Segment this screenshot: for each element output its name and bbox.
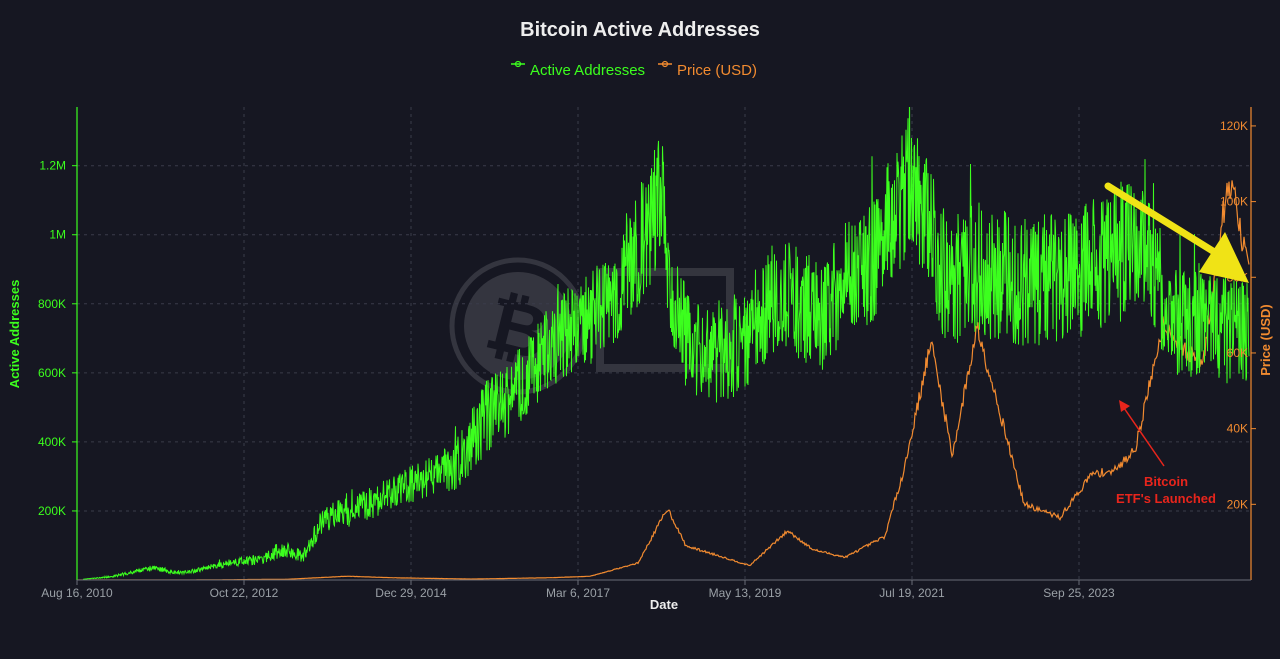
series-line-price <box>77 180 1250 580</box>
y-right-tick-label: 20K <box>1227 497 1248 511</box>
y-left-tick-label: 600K <box>38 366 66 380</box>
x-tick-label: Sep 25, 2023 <box>1043 586 1115 600</box>
series-line-active-addresses <box>82 107 1250 580</box>
etf-arrow-head-icon <box>1119 400 1130 412</box>
y-left-tick-label: 400K <box>38 435 66 449</box>
y-right-tick-label: 120K <box>1220 119 1248 133</box>
x-tick-label: Mar 6, 2017 <box>546 586 610 600</box>
etf-annotation-line1: Bitcoin <box>1144 474 1188 489</box>
ticks: 200K400K600K800K1M1.2M20K40K60K80K100K12… <box>38 119 1256 600</box>
y-left-tick-label: 1M <box>49 228 66 242</box>
y-right-tick-label: 40K <box>1227 422 1248 436</box>
yellow-arrow-icon <box>1104 182 1249 283</box>
y-right-axis-title: Price (USD) <box>1258 304 1273 376</box>
y-left-tick-label: 800K <box>38 297 66 311</box>
y-left-tick-label: 1.2M <box>39 159 66 173</box>
legend-label-price: Price (USD) <box>677 62 757 79</box>
legend-marker-price <box>661 60 669 68</box>
legend-item-active-addresses[interactable]: Active Addresses <box>511 60 645 80</box>
x-axis-title: Date <box>650 597 678 612</box>
y-right-tick-label: 100K <box>1220 195 1248 209</box>
etf-arrow-line <box>1123 407 1165 467</box>
legend-label-active-addresses: Active Addresses <box>530 62 645 79</box>
legend-marker-active-addresses <box>514 60 522 68</box>
y-right-tick-label: 60K <box>1227 346 1248 360</box>
x-tick-label: Jul 19, 2021 <box>879 586 945 600</box>
etf-annotation-line2: ETF's Launched <box>1116 491 1216 506</box>
x-tick-label: May 13, 2019 <box>709 586 782 600</box>
x-tick-label: Oct 22, 2012 <box>210 586 279 600</box>
x-tick-label: Aug 16, 2010 <box>41 586 113 600</box>
legend-item-price[interactable]: Price (USD) <box>658 60 757 80</box>
legend: Active Addresses Price (USD) <box>511 60 757 80</box>
y-left-axis-title: Active Addresses <box>7 280 22 389</box>
x-tick-label: Dec 29, 2014 <box>375 586 447 600</box>
series-layer <box>77 107 1250 580</box>
chart-title: Bitcoin Active Addresses <box>520 19 760 41</box>
y-left-tick-label: 200K <box>38 504 66 518</box>
etf-annotation: Bitcoin ETF's Launched <box>1116 400 1216 506</box>
